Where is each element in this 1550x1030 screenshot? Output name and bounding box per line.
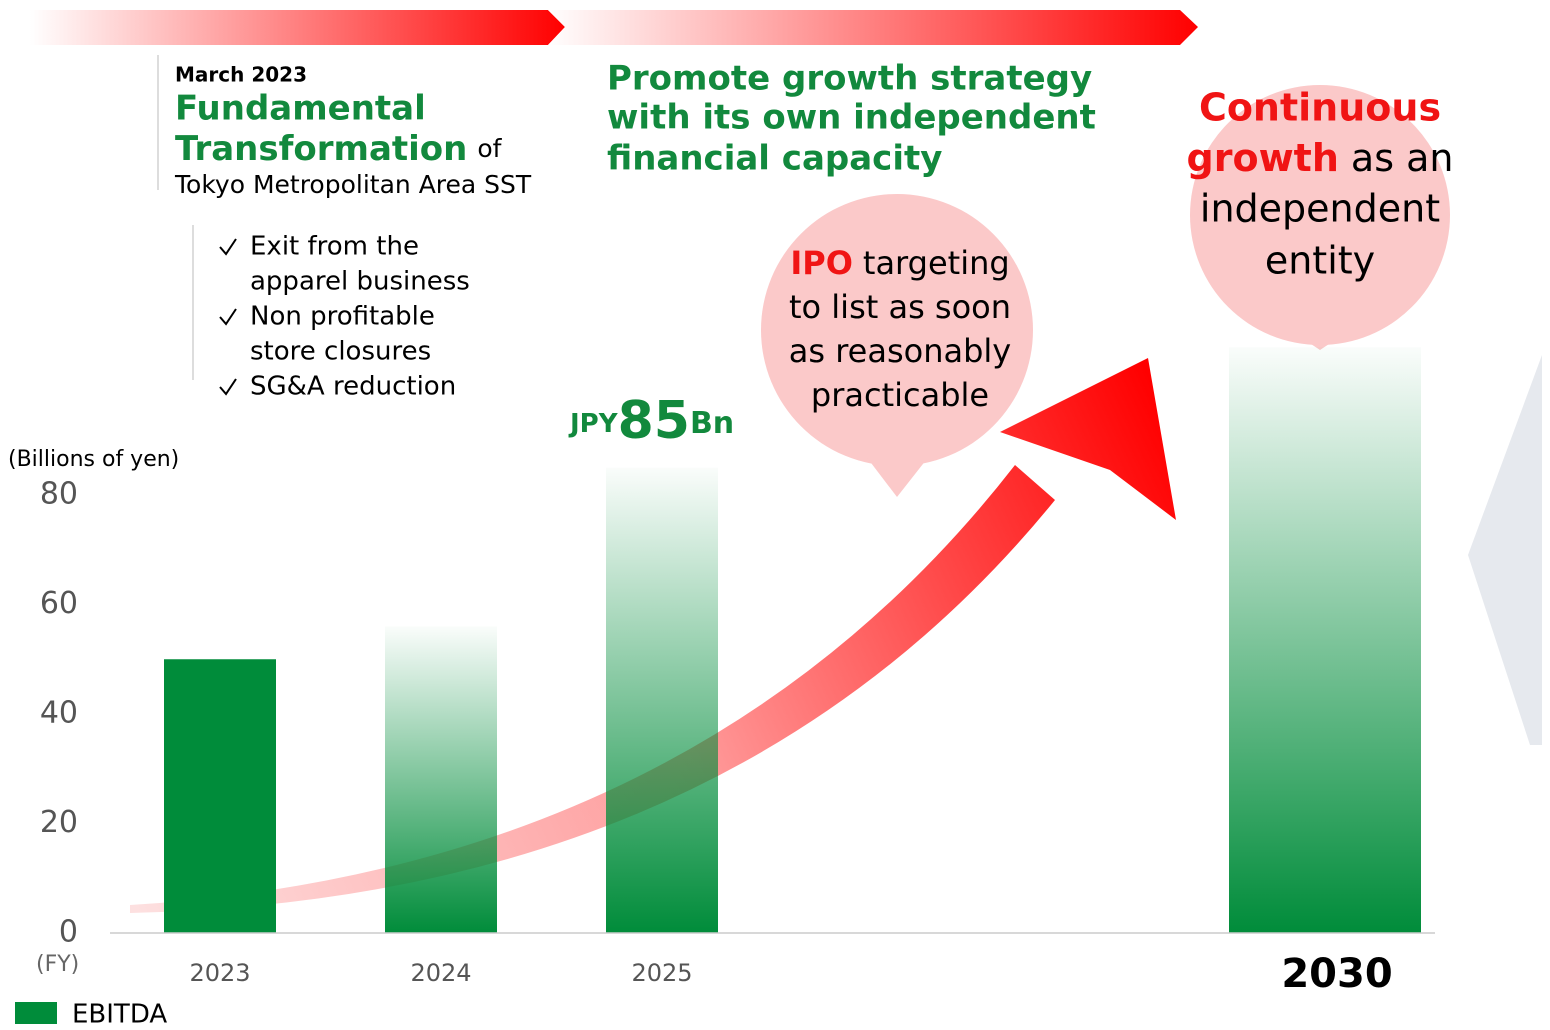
banner-arrow bbox=[548, 10, 1198, 45]
y-axis-label: (Billions of yen) bbox=[8, 447, 179, 472]
measure-text: SG&A reduction bbox=[250, 372, 456, 402]
period-2-line: financial capacity bbox=[607, 139, 942, 179]
x-tick-label: 2025 bbox=[631, 959, 692, 987]
x-axis-label: (FY) bbox=[36, 952, 79, 977]
measure-text: Non profitable bbox=[250, 302, 435, 332]
period-2-line: Promote growth strategy bbox=[607, 59, 1092, 99]
ipo-text: as reasonably bbox=[789, 332, 1011, 370]
y-tick-label: 20 bbox=[40, 805, 78, 840]
bar bbox=[385, 626, 497, 933]
ipo-text: practicable bbox=[811, 376, 989, 414]
y-tick-label: 0 bbox=[59, 915, 78, 950]
ipo-line: IPO targeting bbox=[790, 244, 1009, 282]
x-tick-label: 2023 bbox=[189, 959, 250, 987]
ipo-bubble bbox=[761, 194, 1033, 497]
goal-line: growth as an bbox=[1187, 136, 1454, 180]
goal-highlight: Continuous bbox=[1199, 86, 1441, 130]
growth-arrow bbox=[130, 358, 1176, 913]
side-chevron bbox=[1468, 355, 1542, 745]
measure-text: apparel business bbox=[250, 267, 470, 297]
goal-text: as an bbox=[1351, 136, 1454, 180]
period-title: Transformation bbox=[175, 129, 467, 169]
measure-text: Exit from the bbox=[250, 232, 419, 262]
period-2-line: with its own independent bbox=[607, 98, 1096, 138]
x-tick-label: 2030 bbox=[1281, 951, 1392, 997]
y-tick-label: 60 bbox=[40, 586, 78, 621]
bar bbox=[164, 659, 276, 933]
x-tick-label: 2024 bbox=[410, 959, 471, 987]
ipo-text: to list as soon bbox=[789, 288, 1011, 326]
period-title: Fundamental bbox=[175, 89, 426, 129]
period-subtitle: Tokyo Metropolitan Area SST bbox=[174, 170, 532, 199]
bars bbox=[164, 347, 1421, 933]
measures: Exit from the apparel business Non profita… bbox=[219, 232, 470, 402]
period-title-line: Transformation of bbox=[175, 129, 503, 169]
target-suffix: Bn bbox=[690, 406, 734, 441]
check-mark bbox=[219, 308, 237, 326]
goal-text: entity bbox=[1265, 239, 1375, 283]
target-label: JPY85Bn bbox=[568, 391, 734, 451]
bar bbox=[1229, 347, 1421, 933]
ipo-text: targeting bbox=[863, 244, 1010, 282]
measure-text: store closures bbox=[250, 337, 431, 367]
period-date: March 2023 bbox=[175, 63, 307, 87]
check-mark bbox=[219, 238, 237, 256]
banner-arrow bbox=[30, 10, 565, 45]
target-value: 85 bbox=[618, 391, 690, 451]
goal-bubble bbox=[1190, 85, 1450, 350]
legend-swatch bbox=[15, 1002, 57, 1024]
legend-label: EBITDA bbox=[72, 1000, 167, 1030]
y-tick-label: 80 bbox=[40, 477, 78, 512]
check-mark bbox=[219, 378, 237, 396]
goal-highlight: growth bbox=[1187, 136, 1339, 180]
ipo-highlight: IPO bbox=[790, 244, 853, 282]
period-title-suffix: of bbox=[477, 134, 502, 163]
y-tick-label: 40 bbox=[40, 696, 78, 731]
bar bbox=[606, 467, 718, 933]
target-prefix: JPY bbox=[568, 409, 619, 439]
goal-text: independent bbox=[1200, 187, 1440, 231]
